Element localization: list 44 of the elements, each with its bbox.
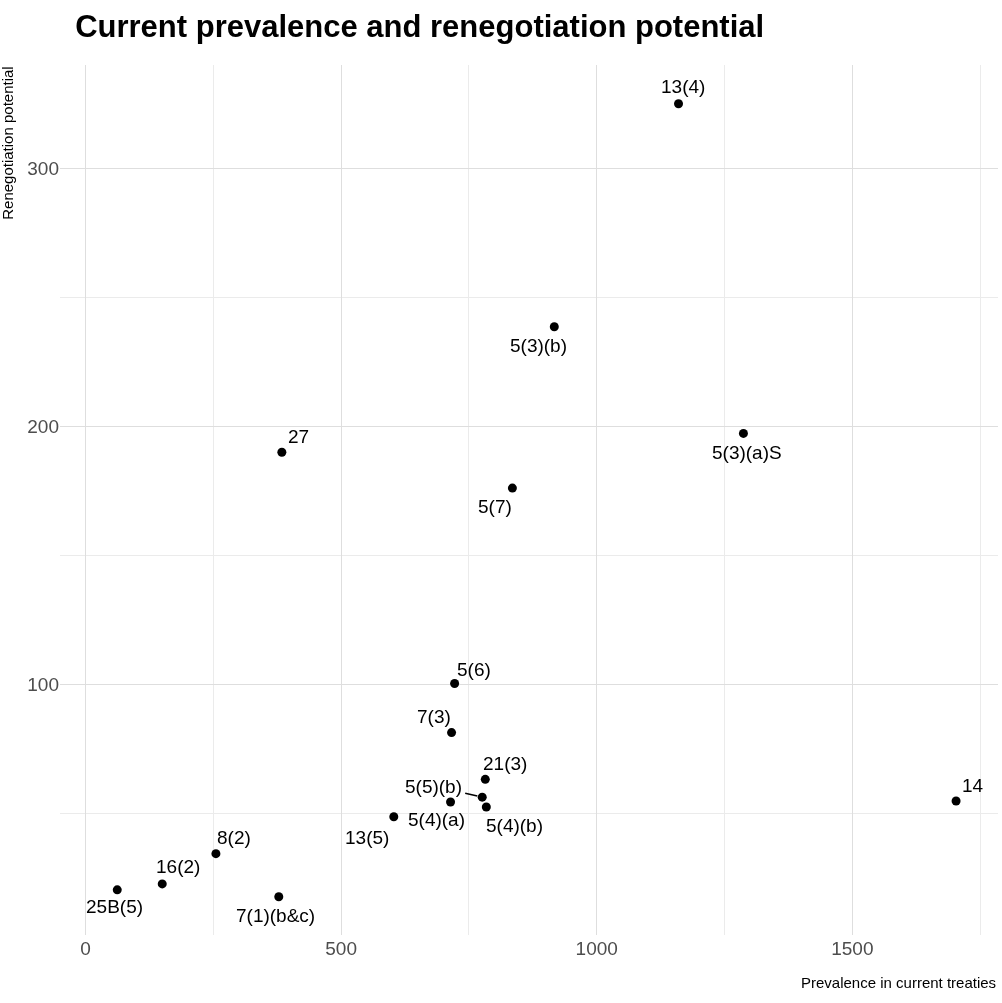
annotation: 27 [288, 426, 310, 447]
annotation: 5(6) [457, 659, 491, 680]
point [157, 879, 167, 889]
point [446, 797, 456, 807]
annotation: 13(4) [661, 76, 706, 97]
point [277, 447, 287, 457]
point [274, 892, 284, 902]
annotation: 13(5) [345, 827, 390, 848]
y-tick-label: 300 [27, 157, 59, 179]
annotation: 5(3)(a)S [712, 442, 782, 463]
x-axis-title: Prevalence in current treaties [801, 974, 997, 991]
annotation: 5(5)(b) [405, 776, 463, 797]
y-tick-label: 100 [27, 674, 59, 696]
point [674, 99, 684, 109]
annotation: 25B(5) [86, 896, 144, 917]
annotation: 7(3) [417, 706, 451, 727]
point [112, 885, 122, 895]
x-tick-label: 1000 [575, 938, 618, 959]
annotation: 5(4)(b) [486, 815, 544, 836]
x-tick-label: 1500 [831, 938, 874, 959]
point [738, 428, 748, 438]
annotation: 21(3) [483, 753, 528, 774]
x-tick-label: 500 [325, 938, 357, 959]
point [389, 812, 399, 822]
point [951, 796, 961, 806]
y-tick-label: 200 [27, 416, 59, 438]
annotation: 14 [962, 775, 984, 796]
point [480, 774, 490, 784]
point [211, 849, 221, 859]
annotation: 5(4)(a) [408, 809, 466, 830]
point [507, 483, 517, 493]
annotation: 7(1)(b&c) [236, 905, 316, 926]
y-axis-title: Renegotiation potential [0, 66, 16, 220]
point [450, 679, 460, 689]
chart-title: Current prevalence and renegotiation potential [75, 8, 765, 44]
x-tick-label: 0 [80, 938, 91, 959]
point [447, 728, 457, 738]
annotation: 5(3)(b) [510, 335, 568, 356]
point [549, 322, 559, 332]
point [481, 802, 491, 812]
annotation: 5(7) [478, 496, 512, 517]
annotation: 16(2) [156, 856, 201, 877]
point [477, 792, 487, 802]
annotation: 8(2) [217, 827, 251, 848]
